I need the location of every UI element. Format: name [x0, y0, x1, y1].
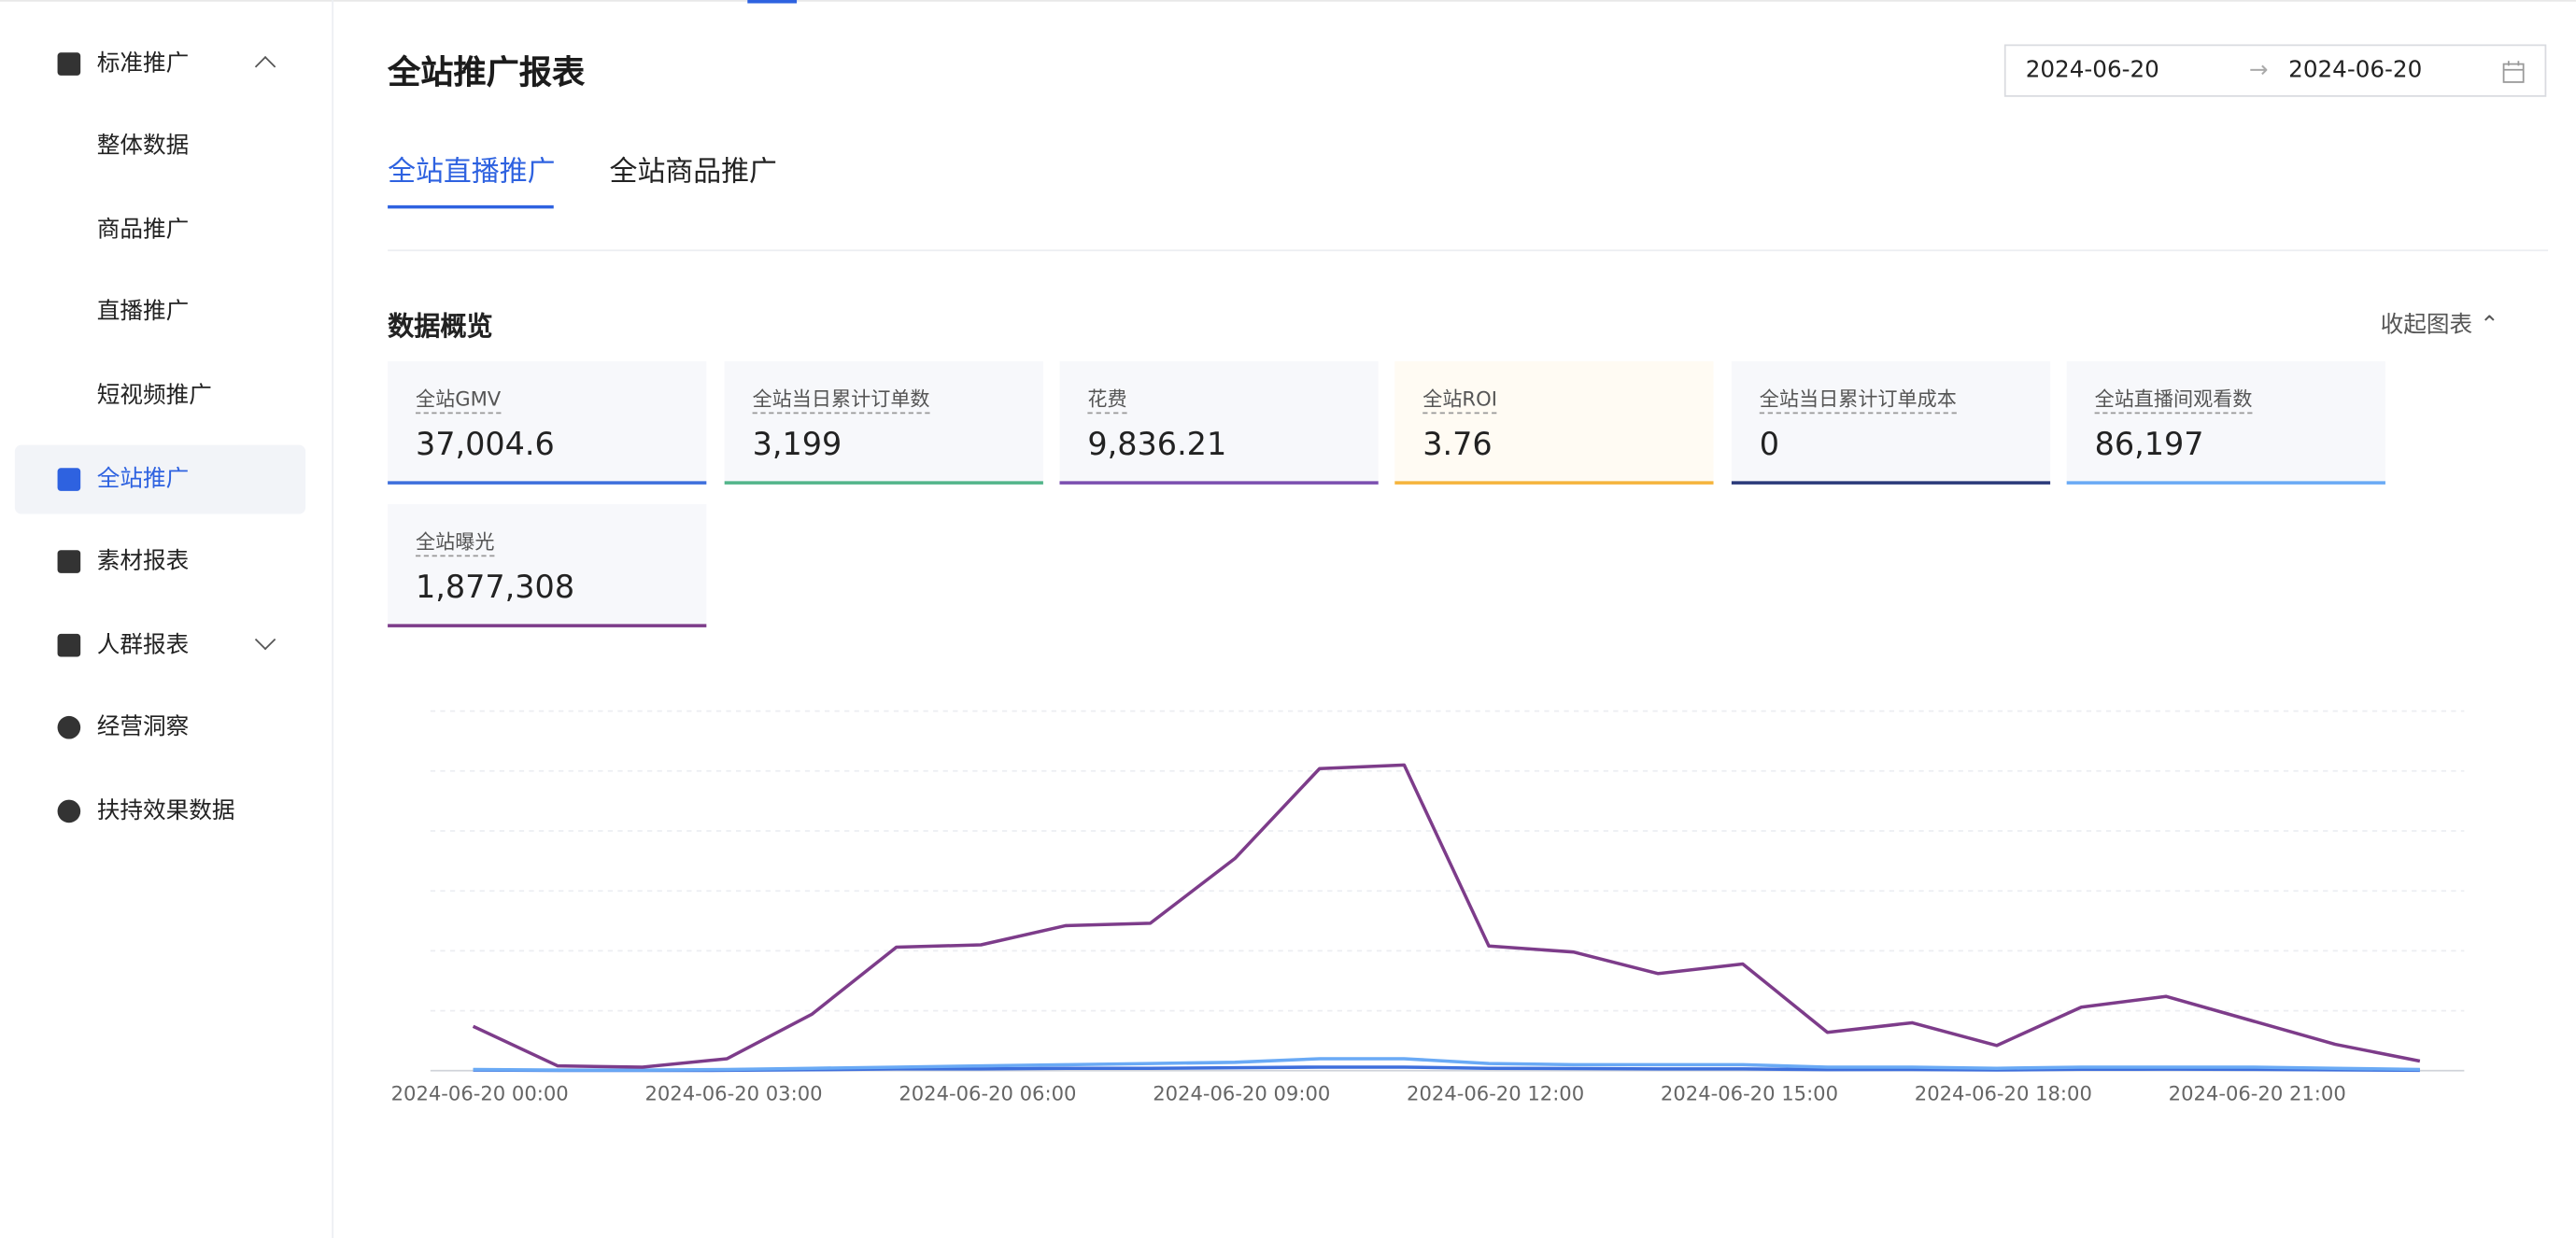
data-line — [473, 1057, 2420, 1072]
metric-card[interactable]: 全站GMV 37,004.6 — [388, 360, 707, 485]
metric-value: 3.76 — [1422, 427, 1493, 464]
nav-label: 商品推广 — [96, 217, 190, 244]
x-tick-label: 2024-06-20 03:00 — [644, 1081, 822, 1104]
date-end[interactable]: 2024-06-20 — [2288, 57, 2423, 84]
top-indicator — [747, 0, 798, 4]
tab-underline — [388, 204, 554, 209]
nav-item[interactable]: 整体数据 — [15, 112, 305, 181]
nav-label: 人群报表 — [96, 632, 190, 659]
x-tick-label: 2024-06-20 18:00 — [1915, 1081, 2092, 1104]
nav-label: 标准推广 — [96, 50, 190, 77]
nav-item[interactable]: 直播推广 — [15, 277, 305, 346]
collapse-button[interactable]: 收起图表 ⌃ — [2380, 312, 2499, 339]
nav-item[interactable]: 全站推广 — [14, 444, 306, 514]
range-arrow: → — [2248, 57, 2269, 84]
metric-card[interactable]: 全站当日累计订单成本 0 — [1731, 360, 2051, 485]
nav-item[interactable]: 短视频推广 — [15, 361, 305, 430]
metric-card[interactable]: 全站ROI 3.76 — [1394, 360, 1714, 485]
metric-label: 全站当日累计订单成本 — [1759, 386, 1957, 415]
nav-item[interactable]: 扶持效果数据 — [15, 777, 305, 846]
metric-card[interactable]: 全站曝光 1,877,308 — [388, 503, 707, 627]
metric-value: 37,004.6 — [416, 427, 555, 464]
metric-label: 全站GMV — [416, 386, 502, 415]
nav-label: 素材报表 — [96, 548, 190, 575]
x-tick-label: 2024-06-20 21:00 — [2169, 1081, 2346, 1104]
nav-icon — [57, 550, 81, 573]
metric-card[interactable]: 花费 9,836.21 — [1059, 360, 1379, 485]
nav-icon — [57, 468, 81, 491]
calendar-icon[interactable] — [2502, 61, 2526, 84]
nav-item[interactable]: 商品推广 — [15, 195, 305, 264]
metric-label: 全站直播间观看数 — [2094, 386, 2253, 415]
metric-label: 全站ROI — [1422, 386, 1497, 415]
x-tick-label: 2024-06-20 00:00 — [391, 1081, 569, 1104]
date-range[interactable]: 2024-06-20 → 2024-06-20 — [2003, 44, 2547, 97]
nav-label: 短视频推广 — [96, 382, 212, 409]
metric-value: 86,197 — [2094, 427, 2204, 464]
nav-icon — [57, 715, 81, 739]
metric-card[interactable]: 全站直播间观看数 86,197 — [2066, 360, 2385, 485]
nav-icon — [57, 799, 81, 823]
section-title: 数据概览 — [388, 310, 493, 342]
metric-value: 1,877,308 — [416, 570, 575, 607]
data-line — [472, 763, 2421, 1069]
nav-label: 全站推广 — [96, 466, 190, 493]
metric-label: 全站当日累计订单数 — [752, 386, 930, 415]
divider — [388, 249, 2549, 252]
tab[interactable]: 全站直播推广 — [388, 156, 556, 190]
x-tick-label: 2024-06-20 09:00 — [1153, 1081, 1330, 1104]
nav-label: 扶持效果数据 — [96, 797, 235, 824]
metric-value: 9,836.21 — [1087, 427, 1227, 464]
sidebar: 标准推广整体数据商品推广直播推广短视频推广全站推广素材报表人群报表经营洞察扶持效… — [0, 0, 334, 1238]
nav-item[interactable]: 素材报表 — [15, 528, 305, 597]
metric-label: 花费 — [1087, 386, 1127, 415]
x-tick-label: 2024-06-20 12:00 — [1407, 1081, 1584, 1104]
metric-value: 3,199 — [752, 427, 842, 464]
top-border — [0, 0, 2576, 2]
page-title: 全站推广报表 — [388, 52, 586, 92]
date-start[interactable]: 2024-06-20 — [2025, 57, 2159, 84]
nav-icon — [57, 633, 81, 657]
metric-label: 全站曝光 — [416, 528, 495, 557]
nav-icon — [57, 52, 81, 76]
tab[interactable]: 全站商品推广 — [609, 156, 777, 190]
nav-label: 经营洞察 — [96, 714, 190, 741]
metric-card[interactable]: 全站当日累计订单数 3,199 — [724, 360, 1043, 485]
nav-label: 整体数据 — [96, 133, 190, 160]
nav-item[interactable]: 人群报表 — [15, 611, 305, 680]
nav-item[interactable]: 标准推广 — [15, 30, 305, 99]
nav-label: 直播推广 — [96, 299, 190, 326]
metric-value: 0 — [1759, 427, 1780, 464]
x-tick-label: 2024-06-20 06:00 — [899, 1081, 1076, 1104]
x-tick-label: 2024-06-20 15:00 — [1661, 1081, 1838, 1104]
nav-item[interactable]: 经营洞察 — [15, 693, 305, 762]
